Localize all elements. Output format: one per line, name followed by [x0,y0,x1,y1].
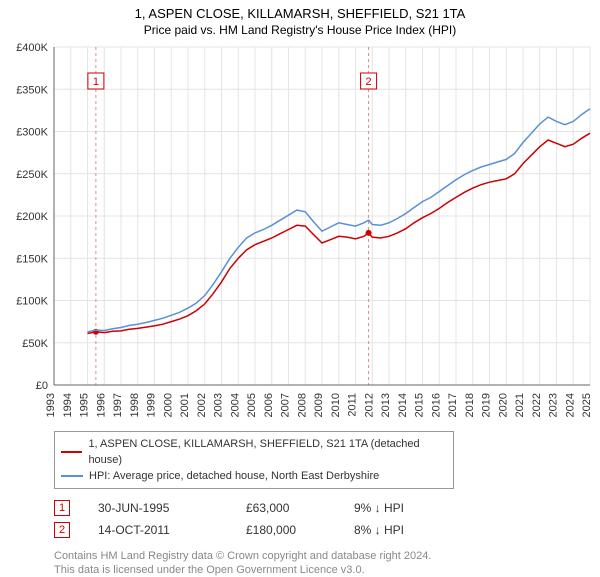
svg-text:2017: 2017 [447,393,459,417]
footer-line: This data is licensed under the Open Gov… [54,563,600,577]
svg-text:1999: 1999 [146,393,158,417]
svg-text:2000: 2000 [162,393,174,417]
svg-text:1995: 1995 [79,393,91,417]
transaction-diff: 8% ↓ HPI [354,523,444,537]
svg-text:£400K: £400K [16,42,48,54]
svg-text:2015: 2015 [414,393,426,417]
svg-text:1994: 1994 [62,393,74,417]
svg-text:2024: 2024 [564,393,576,417]
transaction-marker: 1 [54,500,70,516]
svg-text:£100K: £100K [16,296,48,308]
chart-subtitle: Price paid vs. HM Land Registry's House … [0,21,600,41]
transaction-table: 1 30-JUN-1995 £63,000 9% ↓ HPI 2 14-OCT-2011 £… [54,497,600,541]
legend: 1, ASPEN CLOSE, KILLAMARSH, SHEFFIELD, S… [54,431,454,489]
transaction-price: £180,000 [246,523,326,537]
svg-text:2004: 2004 [229,393,241,417]
svg-text:£50K: £50K [22,338,48,350]
svg-text:2: 2 [366,76,372,88]
transaction-price: £63,000 [246,501,326,515]
svg-text:2019: 2019 [481,393,493,417]
svg-text:1: 1 [93,76,99,88]
svg-text:2022: 2022 [531,393,543,417]
svg-text:£350K: £350K [16,84,48,96]
svg-text:1997: 1997 [112,393,124,417]
svg-text:2002: 2002 [196,393,208,417]
svg-text:1998: 1998 [129,393,141,417]
chart-area: £0 £50K £100K £150K £200K £250K £300K £350K £400… [0,41,600,425]
transaction-date: 30-JUN-1995 [98,501,218,515]
svg-text:1996: 1996 [95,393,107,417]
svg-text:2007: 2007 [280,393,292,417]
legend-swatch [61,475,83,477]
legend-label: 1, ASPEN CLOSE, KILLAMARSH, SHEFFIELD, S… [88,436,447,468]
legend-item: 1, ASPEN CLOSE, KILLAMARSH, SHEFFIELD, S… [61,436,447,468]
transaction-diff: 9% ↓ HPI [354,501,444,515]
svg-text:2025: 2025 [581,393,593,417]
svg-text:£250K: £250K [16,169,48,181]
svg-text:2020: 2020 [497,393,509,417]
svg-text:£200K: £200K [16,211,48,223]
footer-attribution: Contains HM Land Registry data © Crown c… [54,549,600,577]
svg-text:2006: 2006 [263,393,275,417]
transaction-date: 14-OCT-2011 [98,523,218,537]
transaction-row: 1 30-JUN-1995 £63,000 9% ↓ HPI [54,497,600,519]
svg-text:1993: 1993 [45,393,57,417]
svg-text:2012: 2012 [363,393,375,417]
footer-line: Contains HM Land Registry data © Crown c… [54,549,600,563]
svg-text:2009: 2009 [313,393,325,417]
legend-item: HPI: Average price, detached house, Nort… [61,468,447,484]
transaction-row: 2 14-OCT-2011 £180,000 8% ↓ HPI [54,519,600,541]
svg-text:2003: 2003 [213,393,225,417]
svg-text:2021: 2021 [514,393,526,417]
svg-text:£0: £0 [36,380,48,392]
svg-text:2016: 2016 [430,393,442,417]
svg-text:2014: 2014 [397,393,409,417]
legend-label: HPI: Average price, detached house, Nort… [89,468,379,484]
chart-title: 1, ASPEN CLOSE, KILLAMARSH, SHEFFIELD, S… [0,0,600,21]
svg-text:£300K: £300K [16,127,48,139]
svg-text:2005: 2005 [246,393,258,417]
price-chart: £0 £50K £100K £150K £200K £250K £300K £350K £400… [0,41,600,425]
svg-text:2023: 2023 [548,393,560,417]
legend-swatch [61,451,82,453]
svg-text:2011: 2011 [347,393,359,417]
transaction-marker: 2 [54,522,70,538]
svg-text:2008: 2008 [296,393,308,417]
svg-text:2010: 2010 [330,393,342,417]
svg-text:2018: 2018 [464,393,476,417]
svg-text:2013: 2013 [380,393,392,417]
svg-text:2001: 2001 [179,393,191,417]
svg-text:£150K: £150K [16,253,48,265]
